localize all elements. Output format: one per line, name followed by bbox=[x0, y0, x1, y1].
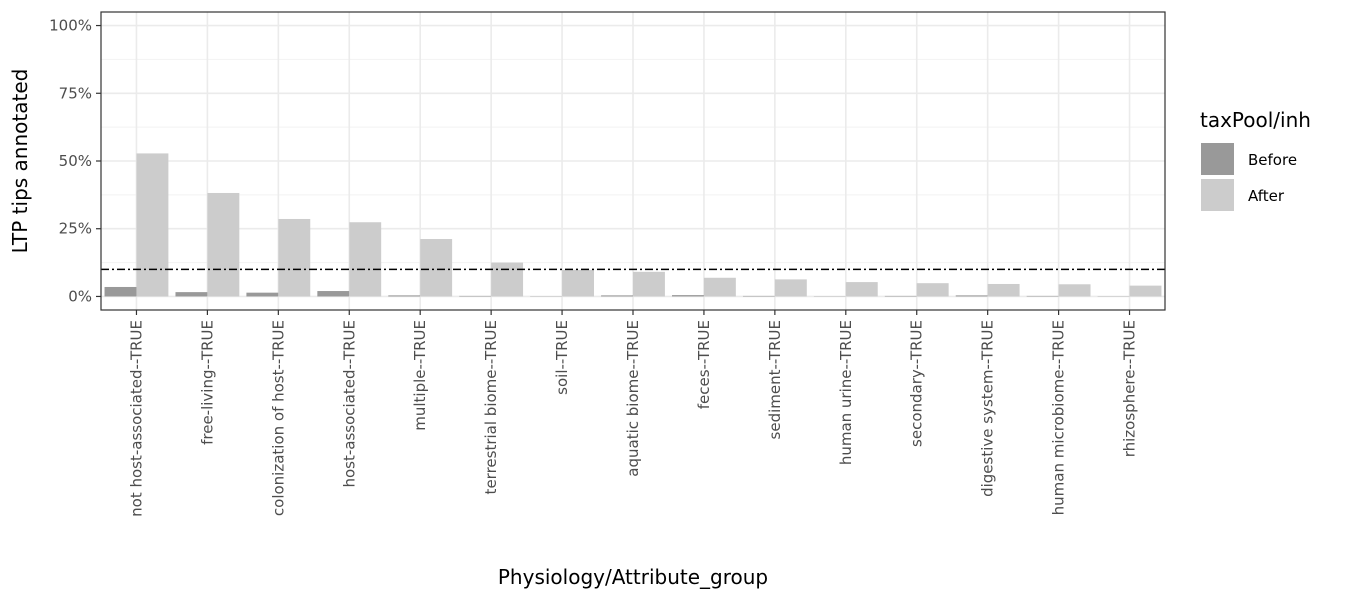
y-tick-label: 50% bbox=[59, 152, 92, 170]
bar-before-2 bbox=[246, 292, 279, 297]
bar-after-13 bbox=[1058, 284, 1091, 297]
legend: taxPool/inh Before After bbox=[1200, 108, 1311, 211]
bar-before-13 bbox=[1026, 295, 1059, 297]
legend-key-after bbox=[1201, 179, 1234, 211]
x-tick-label: terrestrial biome--TRUE bbox=[482, 320, 500, 494]
bar-after-2 bbox=[278, 218, 311, 297]
x-tick-label: digestive system--TRUE bbox=[979, 320, 997, 497]
bar-after-11 bbox=[916, 283, 949, 297]
y-tick-label: 25% bbox=[59, 220, 92, 238]
bar-after-4 bbox=[420, 239, 453, 297]
x-tick-label: soil--TRUE bbox=[553, 320, 571, 395]
bar-after-8 bbox=[703, 277, 736, 297]
x-tick-label: colonization of host--TRUE bbox=[269, 320, 287, 516]
bar-after-0 bbox=[136, 153, 169, 297]
bar-before-1 bbox=[175, 292, 208, 297]
bar-before-9 bbox=[742, 295, 775, 297]
x-tick-label: human urine--TRUE bbox=[837, 320, 855, 465]
y-tick-label: 75% bbox=[59, 84, 92, 102]
legend-label-before: Before bbox=[1248, 151, 1297, 169]
x-tick-label: aquatic biome--TRUE bbox=[624, 320, 642, 477]
bar-after-1 bbox=[207, 192, 240, 297]
x-axis-title: Physiology/Attribute_group bbox=[498, 565, 768, 589]
y-tick-label: 0% bbox=[68, 287, 92, 305]
bar-after-7 bbox=[633, 271, 665, 297]
y-axis-title: LTP tips annotated bbox=[8, 69, 32, 254]
y-tick-label: 100% bbox=[49, 17, 92, 35]
bar-after-6 bbox=[562, 269, 594, 297]
x-tick-label: human microbiome--TRUE bbox=[1050, 320, 1068, 515]
bar-after-5 bbox=[491, 262, 524, 297]
x-tick-label: sediment--TRUE bbox=[766, 320, 784, 439]
bar-after-14 bbox=[1129, 285, 1162, 297]
axes: 0% 25% 50% 75% 100% not host-associated--TRUE… bbox=[49, 17, 1138, 517]
bar-after-10 bbox=[845, 282, 878, 297]
bar-after-3 bbox=[349, 222, 382, 297]
x-tick-label: host-associated--TRUE bbox=[340, 320, 358, 488]
x-tick-label: not host-associated--TRUE bbox=[127, 320, 145, 517]
legend-title: taxPool/inh bbox=[1200, 108, 1311, 132]
x-tick-label: free-living--TRUE bbox=[198, 320, 216, 445]
x-tick-label: rhizosphere--TRUE bbox=[1121, 320, 1139, 457]
bar-after-9 bbox=[774, 279, 807, 297]
bar-before-7 bbox=[601, 295, 633, 297]
bar-before-3 bbox=[317, 291, 350, 297]
bar-before-11 bbox=[884, 295, 917, 297]
bar-before-8 bbox=[672, 295, 704, 297]
bar-before-5 bbox=[459, 295, 492, 297]
x-tick-label: feces--TRUE bbox=[695, 320, 713, 409]
bar-after-12 bbox=[987, 283, 1020, 297]
bar-before-4 bbox=[388, 295, 421, 297]
plot-panel bbox=[101, 12, 1165, 310]
x-tick-label: multiple--TRUE bbox=[411, 320, 429, 431]
bar-before-0 bbox=[104, 286, 137, 297]
bar-before-12 bbox=[955, 295, 988, 297]
bars bbox=[104, 153, 1162, 297]
legend-key-before bbox=[1201, 143, 1234, 175]
x-tick-label: secondary--TRUE bbox=[908, 320, 926, 447]
legend-label-after: After bbox=[1248, 187, 1285, 205]
